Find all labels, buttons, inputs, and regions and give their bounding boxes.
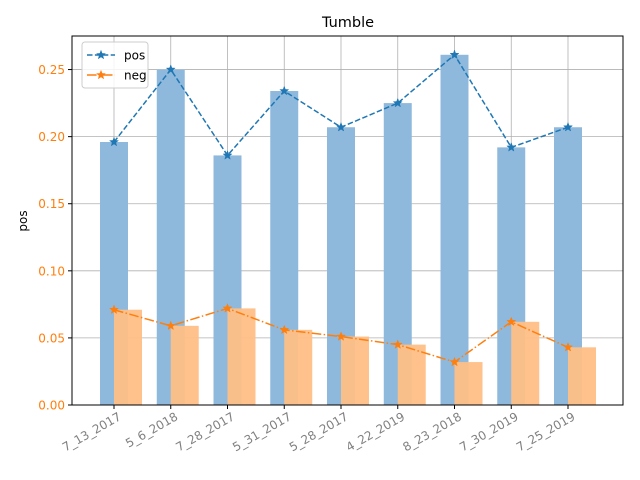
x-tick-label: 5_31_2017 (230, 409, 294, 454)
x-tick-label: 5_6_2018 (123, 409, 180, 450)
x-tick-label: 5_28_2017 (287, 409, 351, 454)
x-tick-label: 7_13_2017 (60, 409, 124, 454)
marker-neg (449, 356, 460, 367)
marker-neg (165, 320, 176, 331)
marker-neg (108, 304, 120, 315)
bars (100, 54, 596, 406)
bar-neg (114, 309, 142, 405)
legend-label-neg: neg (124, 69, 147, 83)
series-line-neg (113, 307, 569, 363)
marker-pos (165, 64, 176, 74)
series-lines (108, 49, 574, 367)
marker-neg (562, 341, 574, 352)
plot-frame (71, 35, 624, 406)
bar-neg (568, 347, 596, 405)
x-axis: 7_13_2017 5_6_20187_28_20175_31_20175_28_… (60, 405, 578, 454)
marker-pos (279, 85, 290, 96)
y-tick-label: 0.20 (38, 130, 65, 144)
y-tick-label: 0.05 (38, 331, 65, 345)
marker-pos (335, 121, 347, 132)
x-tick-label: 7_28_2017 (173, 409, 237, 454)
marker-pos (506, 142, 517, 152)
x-tick-label: 8_23_2018 (400, 409, 464, 454)
bar-neg (227, 308, 256, 405)
legend: pos neg (81, 41, 149, 89)
marker-pos (562, 121, 574, 132)
marker-pos (392, 97, 403, 108)
y-axis-label: pos (16, 210, 30, 231)
marker-neg (279, 324, 290, 335)
y-tick-label: 0.15 (38, 197, 65, 211)
y-tick-label: 0.10 (38, 264, 65, 278)
x-tick-label: 4_22_2019 (344, 409, 408, 454)
bar-neg (284, 329, 313, 405)
legend-label-pos: pos (124, 49, 145, 63)
marker-neg (392, 339, 403, 349)
bar-pos (440, 54, 469, 405)
marker-neg (506, 316, 517, 327)
marker-pos (108, 136, 120, 147)
chart-title: Tumble (321, 15, 374, 31)
marker-neg (222, 303, 233, 313)
bar-neg (454, 362, 483, 405)
x-tick-label: 7_30_2019 (457, 409, 521, 454)
legend-marker-neg (95, 69, 107, 80)
y-axis: 0.00 0.05 0.10 0.15 0.20 0.25 (38, 63, 72, 413)
marker-pos (449, 49, 460, 60)
x-tick-label: 7_25_2019 (514, 409, 578, 454)
marker-pos (222, 150, 233, 160)
bar-neg (397, 344, 426, 405)
legend-marker-pos (95, 49, 107, 60)
bar-neg (341, 336, 369, 405)
bar-neg (511, 321, 540, 405)
marker-neg (335, 331, 347, 341)
y-tick-label: 0.25 (38, 63, 65, 77)
y-tick-label: 0.00 (38, 399, 65, 413)
bar-neg (170, 325, 199, 405)
